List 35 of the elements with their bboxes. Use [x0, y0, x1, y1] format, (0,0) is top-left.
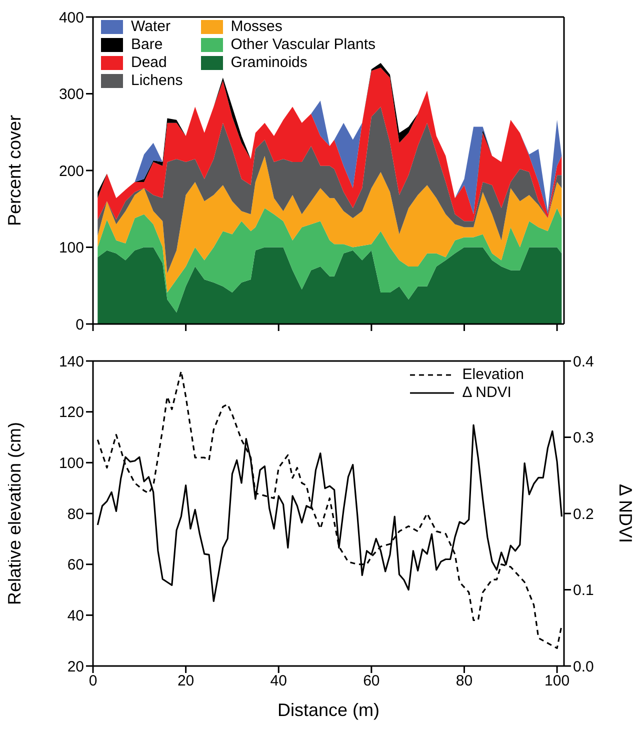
y2-tick-label: 0.0	[573, 658, 594, 676]
y-tick-label: 40	[67, 607, 84, 624]
x-tick-label: 40	[270, 672, 287, 690]
y2-tick-label: 0.3	[573, 430, 594, 447]
y2-tick-label: 0.4	[573, 353, 594, 370]
legend-label: Dead	[131, 54, 167, 71]
x-tick-label: 60	[363, 672, 380, 690]
legend-label: Mosses	[230, 18, 282, 35]
legend-label: Elevation	[462, 366, 524, 383]
y-tick-label: 60	[67, 556, 84, 574]
y2-axis-title: Δ NDVI	[616, 484, 636, 544]
y-tick-label: 400	[58, 9, 84, 26]
x-axis-title: Distance (m)	[277, 700, 380, 720]
y-tick-label: 140	[58, 353, 84, 370]
y2-tick-label: 0.2	[573, 506, 594, 523]
y-tick-label: 300	[58, 86, 84, 104]
y-tick-label: 0	[76, 316, 84, 334]
legend-label: Lichens	[131, 72, 183, 89]
y-tick-label: 20	[67, 658, 84, 676]
legend-label: Δ NDVI	[462, 384, 512, 401]
y-axis-title: Percent cover	[4, 114, 24, 226]
x-tick-label: 100	[544, 672, 570, 690]
y2-tick-label: 0.1	[573, 582, 594, 600]
x-tick-label: 80	[456, 672, 473, 690]
legend-label: Other Vascular Plants	[230, 36, 376, 53]
legend-label: Water	[131, 18, 170, 35]
y-tick-label: 200	[58, 162, 84, 180]
y-tick-label: 100	[58, 454, 84, 472]
y-tick-label: 100	[58, 240, 84, 257]
x-tick-label: 20	[177, 672, 194, 690]
y-tick-label: 120	[58, 404, 84, 422]
y-tick-label: 80	[67, 506, 84, 523]
legend-label: Bare	[131, 36, 163, 53]
x-tick-label: 0	[88, 672, 98, 690]
legend-label: Graminoids	[230, 54, 308, 71]
